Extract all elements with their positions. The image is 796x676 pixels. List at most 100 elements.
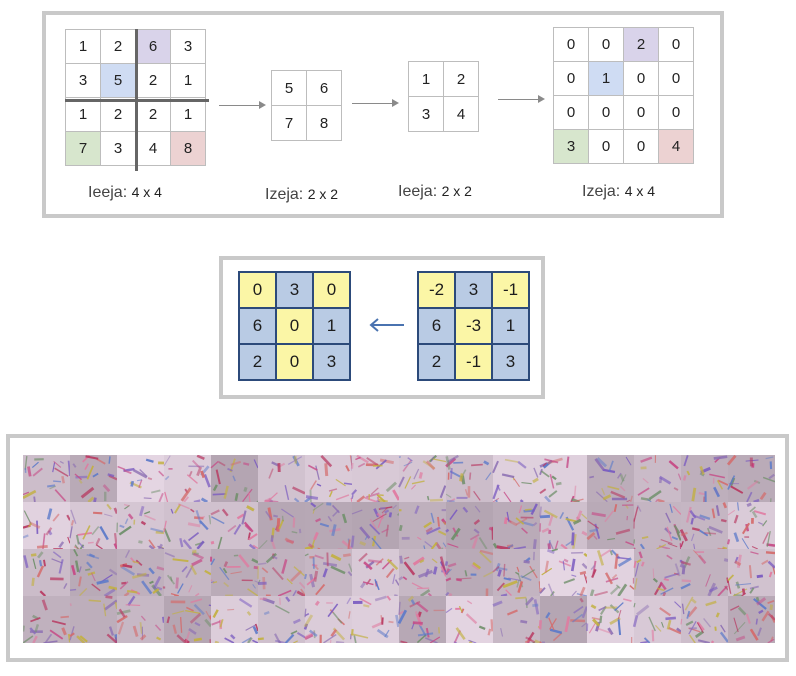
grid-cell: 3	[554, 130, 589, 164]
filter-tile	[23, 455, 71, 503]
grid-cell: 3	[171, 30, 206, 64]
filter-tile	[398, 549, 448, 598]
filter-tile	[69, 595, 119, 643]
grid-cell: 2	[136, 64, 171, 98]
grid-cell: 4	[136, 132, 171, 166]
grid-cell: 7	[66, 132, 101, 166]
grid-cell: 6	[136, 30, 171, 64]
relu-cell: -3	[456, 309, 491, 343]
relu-cell: 6	[240, 309, 275, 343]
grid-cell: 0	[554, 28, 589, 62]
relu-cell: 2	[240, 345, 275, 379]
grid-cell: 0	[589, 28, 624, 62]
filter-tile	[350, 455, 401, 504]
grid-cell: 0	[659, 28, 694, 62]
filter-tile	[444, 549, 494, 597]
unpooled-caption: Izeja: 4 x 4	[582, 183, 655, 201]
grid-cell: 5	[101, 64, 136, 98]
arrow-1-head	[259, 101, 266, 109]
filter-visualization-strip	[23, 455, 775, 643]
filter-tile	[492, 596, 541, 643]
filter-tile	[492, 455, 540, 503]
grid-cell: 8	[171, 132, 206, 166]
filter-tile	[445, 502, 495, 550]
arrow-left-icon	[369, 318, 404, 332]
filter-tile	[70, 455, 118, 504]
relu-cell: 6	[419, 309, 454, 343]
filter-tile	[398, 502, 448, 551]
filter-tile	[397, 595, 446, 643]
relu-cell: 0	[240, 273, 275, 307]
filter-tile	[492, 549, 541, 598]
input-caption: Ieeja: 4 x 4	[88, 184, 162, 202]
grid-cell: 1	[409, 62, 444, 97]
pooled-caption-size: 2 x 2	[307, 186, 339, 202]
grid-cell: 1	[171, 64, 206, 98]
filter-tile	[586, 502, 635, 549]
filter-tile	[539, 455, 587, 504]
arrow-1-line	[219, 105, 261, 106]
unpooled-caption-word: Izeja:	[582, 183, 621, 200]
filter-tile	[257, 596, 306, 643]
arrow-2-line	[352, 103, 394, 104]
grid-cell: 1	[589, 62, 624, 96]
filter-tile	[304, 549, 353, 596]
feature-visualization-panel	[6, 434, 789, 662]
filter-tile	[210, 549, 259, 598]
filter-tile	[587, 549, 636, 597]
pool-divider-horizontal	[65, 99, 209, 102]
grid-cell: 0	[554, 96, 589, 130]
filter-tile	[116, 502, 165, 550]
filter-tile	[633, 549, 681, 597]
grid-cell: 0	[624, 130, 659, 164]
grid-cell: 2	[101, 98, 136, 132]
relu-cell: 0	[314, 273, 349, 307]
filter-tile	[726, 502, 775, 550]
filter-tile	[303, 596, 352, 643]
grid-cell: 0	[589, 130, 624, 164]
filter-tile	[258, 502, 305, 550]
grid-cell: 5	[272, 71, 307, 106]
filter-tile	[445, 596, 494, 643]
filter-tile	[726, 455, 775, 504]
filter-tile	[258, 455, 306, 504]
grid-cell: 3	[409, 97, 444, 132]
filter-tile	[679, 549, 729, 597]
unpool-input-caption: Ieeja: 2 x 2	[398, 183, 472, 201]
relu-cell: 3	[277, 273, 312, 307]
filter-tile	[69, 502, 119, 550]
filter-tile	[69, 549, 118, 598]
relu-cell: 0	[277, 345, 312, 379]
filter-tile	[632, 596, 682, 643]
arrow-2-head	[392, 99, 399, 107]
filter-tile	[210, 502, 259, 550]
grid-cell: 0	[624, 62, 659, 96]
arrow-3-line	[498, 99, 540, 100]
filter-tile	[587, 455, 634, 503]
grid-cell: 0	[554, 62, 589, 96]
grid-cell: 2	[624, 28, 659, 62]
relu-cell: -1	[493, 273, 528, 307]
filter-tile	[117, 549, 165, 598]
filter-tile	[211, 596, 259, 643]
input-caption-word: Ieeja:	[88, 184, 128, 201]
unpool-input-caption-word: Ieeja:	[398, 183, 438, 200]
filter-tile	[352, 549, 400, 598]
filter-tile	[728, 596, 775, 643]
filter-tile	[163, 502, 212, 550]
filter-tile	[539, 502, 588, 550]
filter-tile	[23, 549, 70, 597]
filter-tile	[257, 549, 306, 598]
filter-tile	[727, 549, 775, 598]
filter-tile	[398, 455, 447, 502]
grid-cell: 2	[136, 98, 171, 132]
filter-tile	[23, 502, 71, 550]
filter-tile	[164, 596, 213, 643]
grid-cell: 4	[444, 97, 479, 132]
filter-tile	[117, 455, 165, 503]
relu-cell: 3	[456, 273, 491, 307]
